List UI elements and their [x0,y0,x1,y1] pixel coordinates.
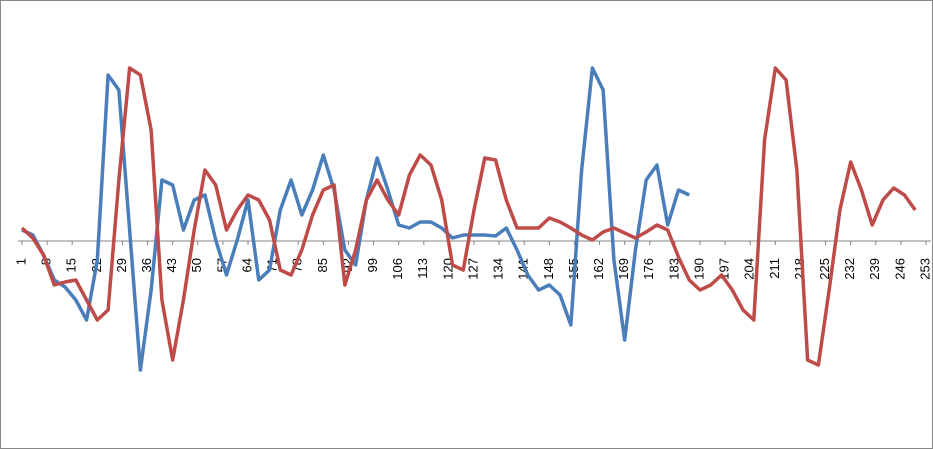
x-tick-label: 162 [591,258,606,280]
x-tick-label: 113 [415,258,430,279]
x-tick-label: 134 [491,258,506,280]
x-tick-label: 204 [742,258,757,280]
x-tick-label: 183 [666,258,681,280]
x-tick-label: 169 [616,258,631,280]
x-tick-label: 246 [892,258,907,280]
x-tick-label: 1 [13,258,28,265]
x-tick-label: 50 [189,258,204,272]
x-tick-label: 148 [541,258,556,280]
x-tick-label: 29 [114,258,129,272]
x-tick-label: 190 [691,258,706,280]
x-tick-label: 253 [917,258,932,280]
x-tick-label: 232 [842,258,857,280]
x-tick-label: 127 [465,258,480,280]
x-tick-label: 99 [365,258,380,272]
x-tick-label: 239 [867,258,882,280]
x-tick-label: 106 [390,258,405,280]
x-tick-label: 64 [239,258,254,272]
x-tick-label: 211 [767,258,782,279]
data-line [21,66,690,372]
x-tick-label: 43 [164,258,179,272]
x-tick-label: 85 [315,258,330,272]
x-tick-label: 36 [139,258,154,272]
data-line [20,66,917,367]
x-tick-label: 225 [817,258,832,280]
x-tick-label: 15 [64,258,79,272]
x-tick-label: 176 [641,258,656,280]
